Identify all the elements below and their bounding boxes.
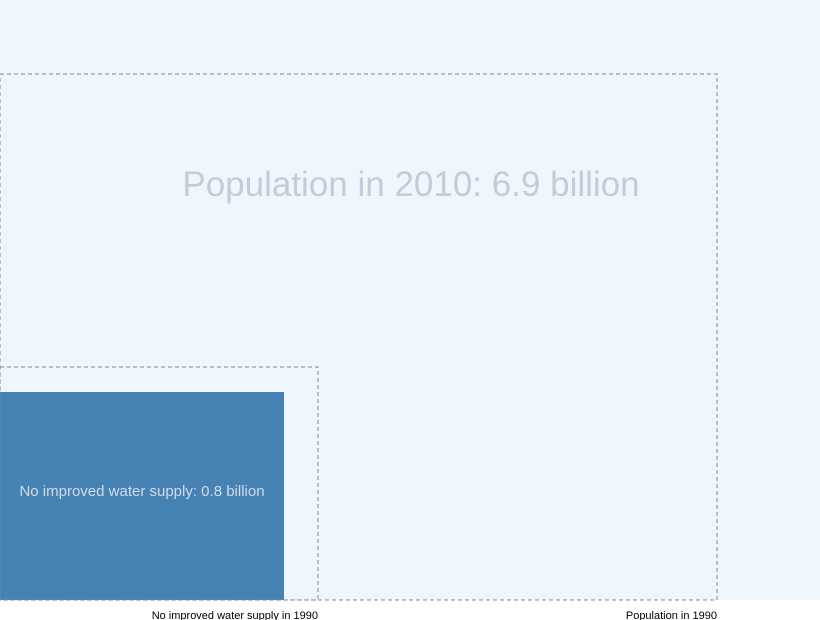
square-population-1990: [0, 73, 718, 601]
square-no-water-1990: [0, 366, 319, 601]
caption-no-water-1990: No improved water supply in 1990: [152, 610, 318, 620]
caption-population-1990: Population in 1990: [626, 610, 717, 620]
label-no-water-2010: No improved water supply: 0.8 billion: [19, 483, 264, 500]
label-population-2010: Population in 2010: 6.9 billion: [182, 165, 639, 204]
square-no-water-2010: [0, 392, 284, 600]
